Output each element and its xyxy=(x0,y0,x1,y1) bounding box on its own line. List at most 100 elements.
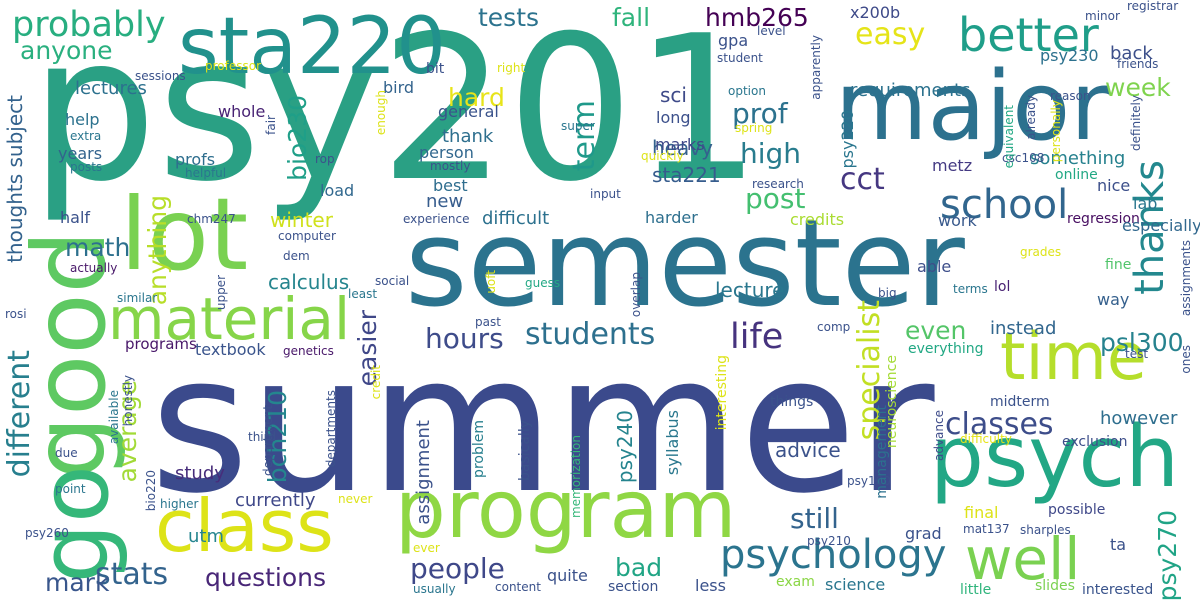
word-load: load xyxy=(320,181,355,200)
word-genetics: genetics xyxy=(283,344,334,358)
word-quite: quite xyxy=(547,566,588,585)
word-life: life xyxy=(730,317,784,357)
word-dem: dem xyxy=(283,249,310,263)
word-chm247: chm247 xyxy=(187,212,236,226)
word-summer: summer xyxy=(150,314,935,535)
word-due: due xyxy=(55,446,78,460)
word-guess: guess xyxy=(525,276,561,290)
word-fine: fine xyxy=(1105,257,1132,273)
word-thank: thank xyxy=(442,126,494,147)
word-basically: basically xyxy=(517,420,533,481)
word-questions: questions xyxy=(205,563,327,592)
word-years: years xyxy=(58,144,103,163)
word-program: program xyxy=(395,463,737,556)
word-able: able xyxy=(917,257,952,276)
word-rosi: rosi xyxy=(5,307,27,321)
word-definitely: definitely xyxy=(1129,95,1143,152)
word-assignment: assignment xyxy=(413,420,434,525)
word-x200b: x200b xyxy=(850,3,901,22)
word-minor: minor xyxy=(1085,9,1120,23)
word-different: different xyxy=(2,350,37,478)
word-profs: profs xyxy=(175,150,216,169)
word-helpful: helpful xyxy=(185,166,227,180)
word-little: little xyxy=(960,582,992,598)
word-least: least xyxy=(348,287,378,301)
word-however: however xyxy=(1100,408,1178,429)
word-already: already xyxy=(1024,95,1038,140)
word-extra: extra xyxy=(70,129,102,143)
word-csc108: csc108 xyxy=(1002,151,1045,165)
word-bit: bit xyxy=(426,61,445,77)
word-mark: mark xyxy=(45,568,110,597)
word-class: class xyxy=(155,484,334,568)
word-psy240: psy240 xyxy=(613,410,637,484)
word-research: research xyxy=(752,177,804,191)
word-even: even xyxy=(905,316,967,345)
word-possible: possible xyxy=(1048,502,1106,518)
word-interested: interested xyxy=(1082,582,1154,598)
word-long: long xyxy=(656,108,691,127)
word-lectures: lectures xyxy=(75,78,147,99)
word-available: available xyxy=(107,390,121,445)
word-person: person xyxy=(419,143,474,162)
word-psy230: psy230 xyxy=(1040,46,1099,65)
word-help: help xyxy=(65,110,100,129)
word-usually: usually xyxy=(413,582,456,596)
word-whole: whole xyxy=(218,102,266,121)
word-way: way xyxy=(1097,290,1130,309)
word-upper: upper xyxy=(214,275,228,311)
word-back: back xyxy=(1110,43,1153,64)
word-cct: cct xyxy=(840,162,885,197)
word-high: high xyxy=(740,137,802,170)
word-exclusion: exclusion xyxy=(1062,434,1128,450)
word-problem: problem xyxy=(471,420,487,478)
word-requirements: requirements xyxy=(850,80,971,101)
word-something: something xyxy=(1030,148,1126,169)
word-level: level xyxy=(757,24,786,38)
word-credits: credits xyxy=(790,210,845,229)
word-exam: exam xyxy=(776,574,815,590)
word-neuroscience: neuroscience xyxy=(884,355,900,449)
word-especially: especially xyxy=(1122,216,1200,235)
word-prof: prof xyxy=(732,97,788,130)
word-sessions: sessions xyxy=(135,69,186,83)
word-equivalent: equivalent xyxy=(1002,105,1016,169)
word-grad: grad xyxy=(905,524,942,543)
word-people: people xyxy=(410,552,505,585)
word-memorization: memorization xyxy=(569,435,583,519)
word-less: less xyxy=(695,576,726,595)
word-work: work xyxy=(938,211,977,230)
word-reason: reason xyxy=(1050,89,1091,103)
word-psy100: psy100 xyxy=(847,474,891,488)
word-marks: marks xyxy=(655,135,705,154)
word-terms: terms xyxy=(953,282,988,296)
word-gpa: gpa xyxy=(718,31,749,50)
word-comp: comp xyxy=(817,320,851,334)
word-heavy: heavy xyxy=(652,136,713,160)
word-winter: winter xyxy=(270,208,333,232)
word-bad: bad xyxy=(615,553,663,582)
word-computer: computer xyxy=(278,229,336,243)
word-grades: grades xyxy=(1020,245,1062,259)
word-hours: hours xyxy=(425,322,504,355)
word-bio230: bio230 xyxy=(283,95,312,181)
word-personally: personally xyxy=(1049,100,1063,163)
word-everything: everything xyxy=(908,341,984,357)
word-assignments: assignments xyxy=(1179,240,1193,317)
word-study: study xyxy=(175,463,225,484)
word-uoft: uoft xyxy=(484,270,498,294)
word-fair: fair xyxy=(264,115,278,135)
word-higher: higher xyxy=(160,497,199,511)
word-enough: enough xyxy=(374,90,388,136)
word-psy201: psy201 xyxy=(30,0,762,226)
word-test: test xyxy=(1125,347,1149,361)
word-super: super xyxy=(561,119,595,133)
word-mat137: mat137 xyxy=(963,522,1010,536)
word-registrar: registrar xyxy=(1127,0,1179,13)
word-psy210: psy210 xyxy=(807,534,851,548)
word-actually: actually xyxy=(70,261,118,275)
word-material: material xyxy=(108,285,351,353)
word-psy220: psy220 xyxy=(838,110,857,169)
word-students: students xyxy=(525,317,656,352)
word-utm: utm xyxy=(188,526,224,547)
